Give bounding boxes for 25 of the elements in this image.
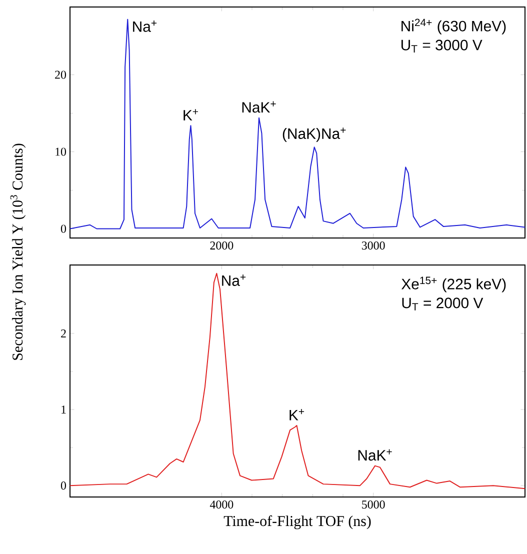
annotation: NaK$^{+}$ xyxy=(242,101,276,113)
x-axis-title: Time-of-Flight TOF (ns) xyxy=(224,515,371,530)
line-series xyxy=(70,272,525,490)
y-tick-label: 20 xyxy=(55,70,66,79)
annotation: U$_{T}$ = 2000 V xyxy=(402,298,484,310)
y-tick-label: 0 xyxy=(60,482,66,490)
y-tick-label: 0 xyxy=(60,224,66,233)
annotation: Ni$^{24+}$ (630 MeV) xyxy=(402,18,506,34)
y-tick-label: 1 xyxy=(62,406,66,414)
annotation: Xe$^{15+}$ (225 keV) xyxy=(401,276,506,292)
x-tick-label: 4000 xyxy=(210,500,234,509)
x-tick-label: 2000 xyxy=(210,242,234,250)
x-tick-label: 5000 xyxy=(362,500,385,509)
annotation: U$_{T}$ = 3000 V xyxy=(401,40,482,52)
annotation: (NaK)Na$^{+}$ xyxy=(282,128,346,142)
y-tick-label: 10 xyxy=(56,148,66,156)
annotation: NaK$^{+}$ xyxy=(358,449,392,461)
annotation: K$^{+}$ xyxy=(290,409,304,420)
annotation: Na$^{+}$ xyxy=(222,274,246,286)
line-series xyxy=(70,18,525,230)
x-tick-label: 3000 xyxy=(362,242,385,250)
y-tick-label: 2 xyxy=(61,329,66,338)
annotation: Na$^{+}$ xyxy=(133,20,157,32)
annotation: K$^{+}$ xyxy=(184,109,198,120)
y-axis-title: Secondary Ion Yield Y (10$^{3}$ Counts) xyxy=(10,144,26,360)
